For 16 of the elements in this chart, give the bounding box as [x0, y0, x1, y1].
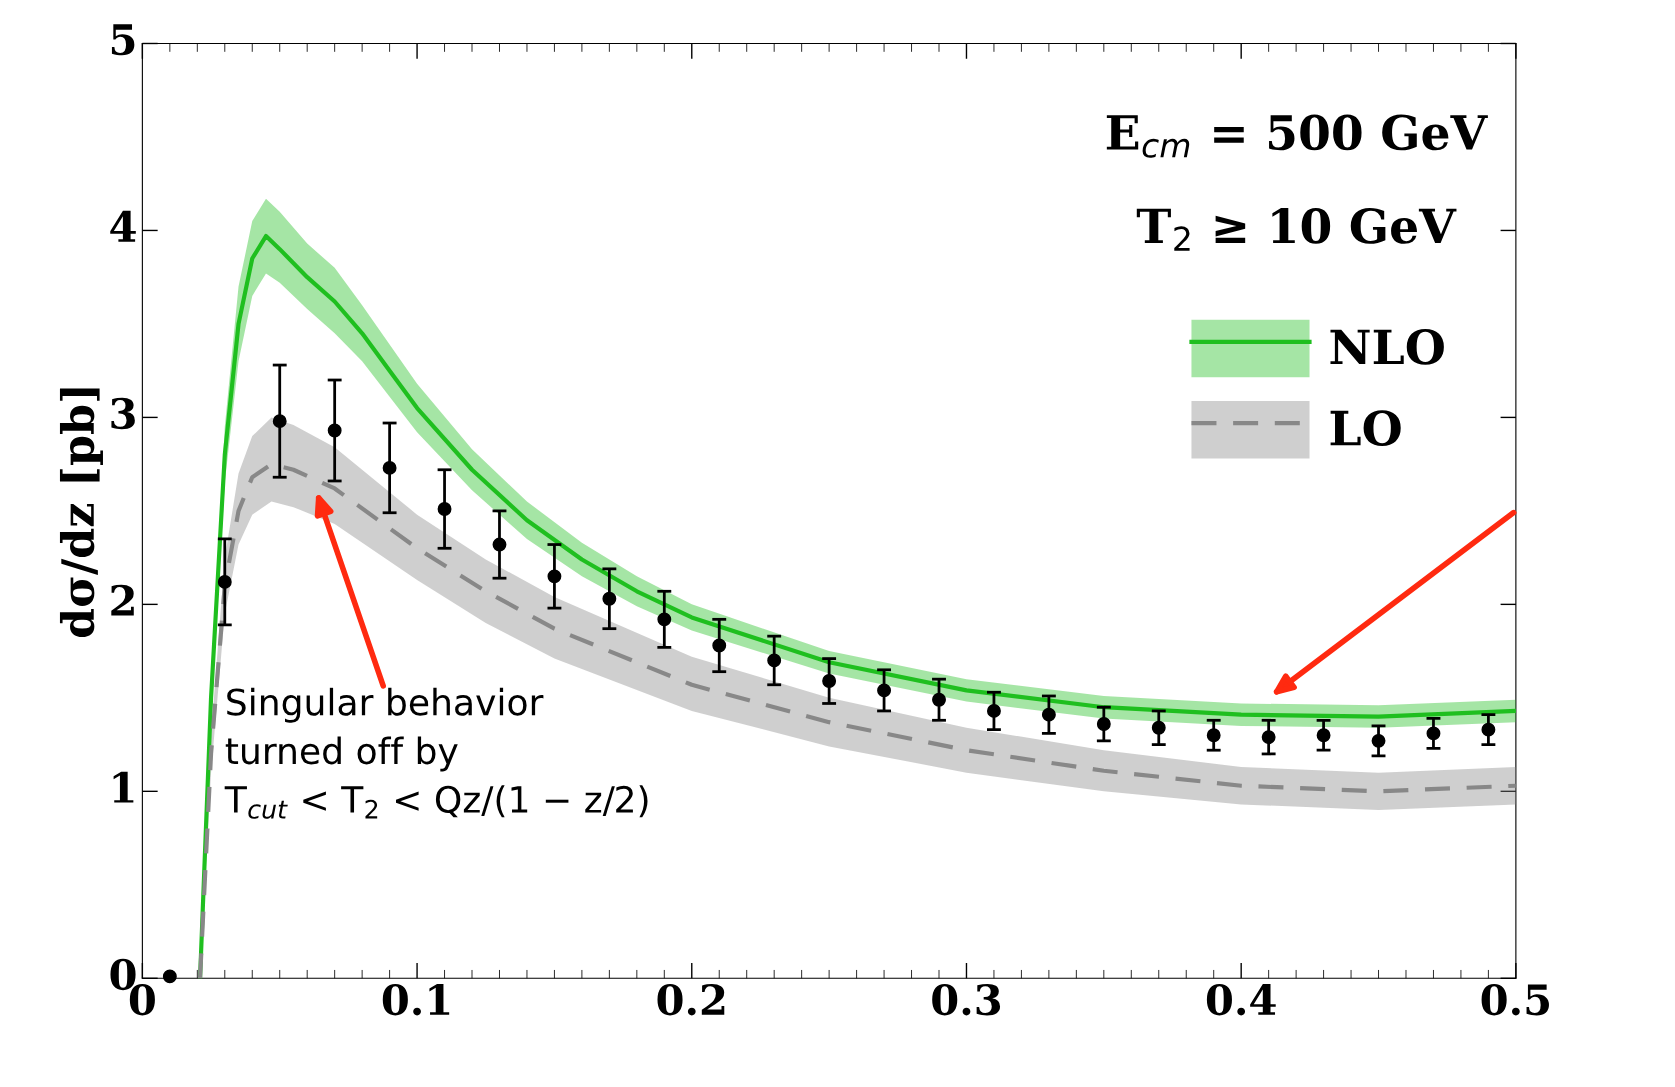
legend-label: NLO	[1330, 329, 1444, 365]
x-tick-label: 0.5	[1481, 983, 1549, 1016]
annotation: Singular behavior turned off by T$_{cut}$ < T$_{2}$ < Qz/(1 − z/2)	[224, 687, 648, 819]
y-tick-label: 2	[111, 584, 134, 616]
x-tick-label: 0.3	[932, 983, 1001, 1016]
annotation: T$_{2}$ ≥ 10 GeV	[1136, 208, 1457, 251]
y-tick-label: 3	[111, 397, 135, 430]
x-tick-label: 0.1	[382, 983, 450, 1016]
y-axis-title: dσ/dz [pb]	[59, 388, 103, 638]
y-tick-label: 1	[113, 771, 134, 803]
x-tick-label: 0.2	[657, 983, 725, 1016]
legend-label: LO	[1330, 410, 1401, 446]
x-tick-label: 0.4	[1206, 983, 1276, 1016]
y-tick-label: 5	[111, 24, 135, 56]
y-tick-label: 4	[110, 210, 136, 242]
annotation: E$_{cm}$ = 500 GeV	[1106, 114, 1488, 158]
